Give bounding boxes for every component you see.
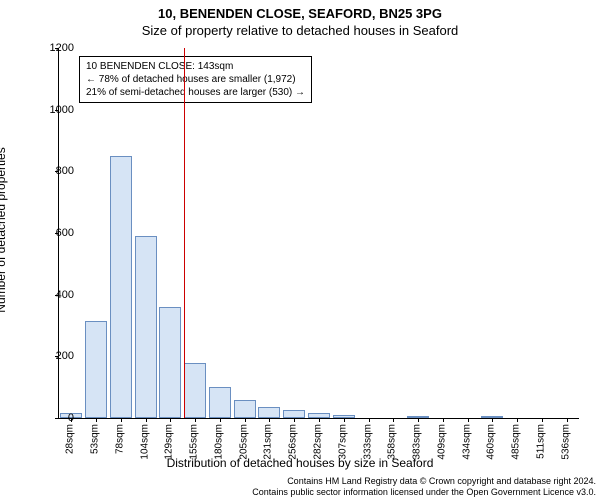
footer-line1: Contains HM Land Registry data © Crown c…	[0, 476, 596, 487]
x-tick-mark	[220, 418, 221, 422]
x-tick-label: 180sqm	[213, 424, 224, 460]
histogram-bar	[184, 363, 206, 419]
y-tick-label: 600	[34, 227, 74, 239]
x-tick-mark	[443, 418, 444, 422]
x-tick-mark	[146, 418, 147, 422]
x-tick-label: 78sqm	[114, 424, 125, 454]
x-tick-label: 307sqm	[337, 424, 348, 460]
x-tick-mark	[170, 418, 171, 422]
x-tick-mark	[96, 418, 97, 422]
annotation-line2: ← 78% of detached houses are smaller (1,…	[86, 73, 305, 86]
x-tick-mark	[369, 418, 370, 422]
y-tick-label: 0	[34, 412, 74, 424]
x-tick-label: 205sqm	[238, 424, 249, 460]
x-tick-label: 409sqm	[436, 424, 447, 460]
x-tick-mark	[418, 418, 419, 422]
title-sub: Size of property relative to detached ho…	[0, 21, 600, 38]
x-tick-mark	[294, 418, 295, 422]
x-tick-label: 358sqm	[387, 424, 398, 460]
x-tick-mark	[468, 418, 469, 422]
x-tick-label: 383sqm	[412, 424, 423, 460]
x-tick-mark	[344, 418, 345, 422]
x-tick-label: 28sqm	[65, 424, 76, 454]
x-tick-label: 333sqm	[362, 424, 373, 460]
x-tick-label: 256sqm	[288, 424, 299, 460]
x-tick-label: 53sqm	[90, 424, 101, 454]
histogram-bar	[110, 156, 132, 418]
x-tick-mark	[517, 418, 518, 422]
title-main: 10, BENENDEN CLOSE, SEAFORD, BN25 3PG	[0, 0, 600, 21]
y-tick-label: 200	[34, 350, 74, 362]
x-tick-label: 231sqm	[263, 424, 274, 460]
footer-attribution: Contains HM Land Registry data © Crown c…	[0, 476, 600, 498]
x-tick-label: 155sqm	[189, 424, 200, 460]
x-tick-label: 434sqm	[461, 424, 472, 460]
x-tick-mark	[121, 418, 122, 422]
x-tick-mark	[492, 418, 493, 422]
x-tick-mark	[245, 418, 246, 422]
x-tick-mark	[319, 418, 320, 422]
annotation-line1: 10 BENENDEN CLOSE: 143sqm	[86, 60, 305, 73]
x-tick-label: 104sqm	[139, 424, 150, 460]
x-tick-label: 485sqm	[511, 424, 522, 460]
y-axis-label: Number of detached properties	[0, 147, 8, 312]
x-tick-label: 511sqm	[535, 424, 546, 459]
histogram-bar	[159, 307, 181, 418]
reference-line	[184, 48, 185, 418]
histogram-bar	[234, 400, 256, 419]
x-tick-mark	[542, 418, 543, 422]
x-tick-mark	[393, 418, 394, 422]
y-tick-label: 400	[34, 289, 74, 301]
histogram-bar	[283, 410, 305, 418]
histogram-bar	[85, 321, 107, 418]
chart-container: 10, BENENDEN CLOSE, SEAFORD, BN25 3PG Si…	[0, 0, 600, 500]
y-tick-label: 1200	[34, 42, 74, 54]
footer-line2: Contains public sector information licen…	[0, 487, 596, 498]
x-tick-label: 129sqm	[164, 424, 175, 460]
histogram-bar	[258, 407, 280, 418]
histogram-bar	[135, 236, 157, 418]
x-tick-mark	[195, 418, 196, 422]
histogram-bar	[209, 387, 231, 418]
x-tick-mark	[567, 418, 568, 422]
x-tick-label: 536sqm	[560, 424, 571, 460]
x-tick-label: 460sqm	[486, 424, 497, 460]
x-tick-label: 282sqm	[313, 424, 324, 460]
y-tick-label: 800	[34, 165, 74, 177]
annotation-line3: 21% of semi-detached houses are larger (…	[86, 86, 305, 99]
annotation-box: 10 BENENDEN CLOSE: 143sqm ← 78% of detac…	[79, 56, 312, 103]
x-tick-mark	[269, 418, 270, 422]
plot-area: 10 BENENDEN CLOSE: 143sqm ← 78% of detac…	[58, 48, 579, 419]
y-tick-label: 1000	[34, 104, 74, 116]
